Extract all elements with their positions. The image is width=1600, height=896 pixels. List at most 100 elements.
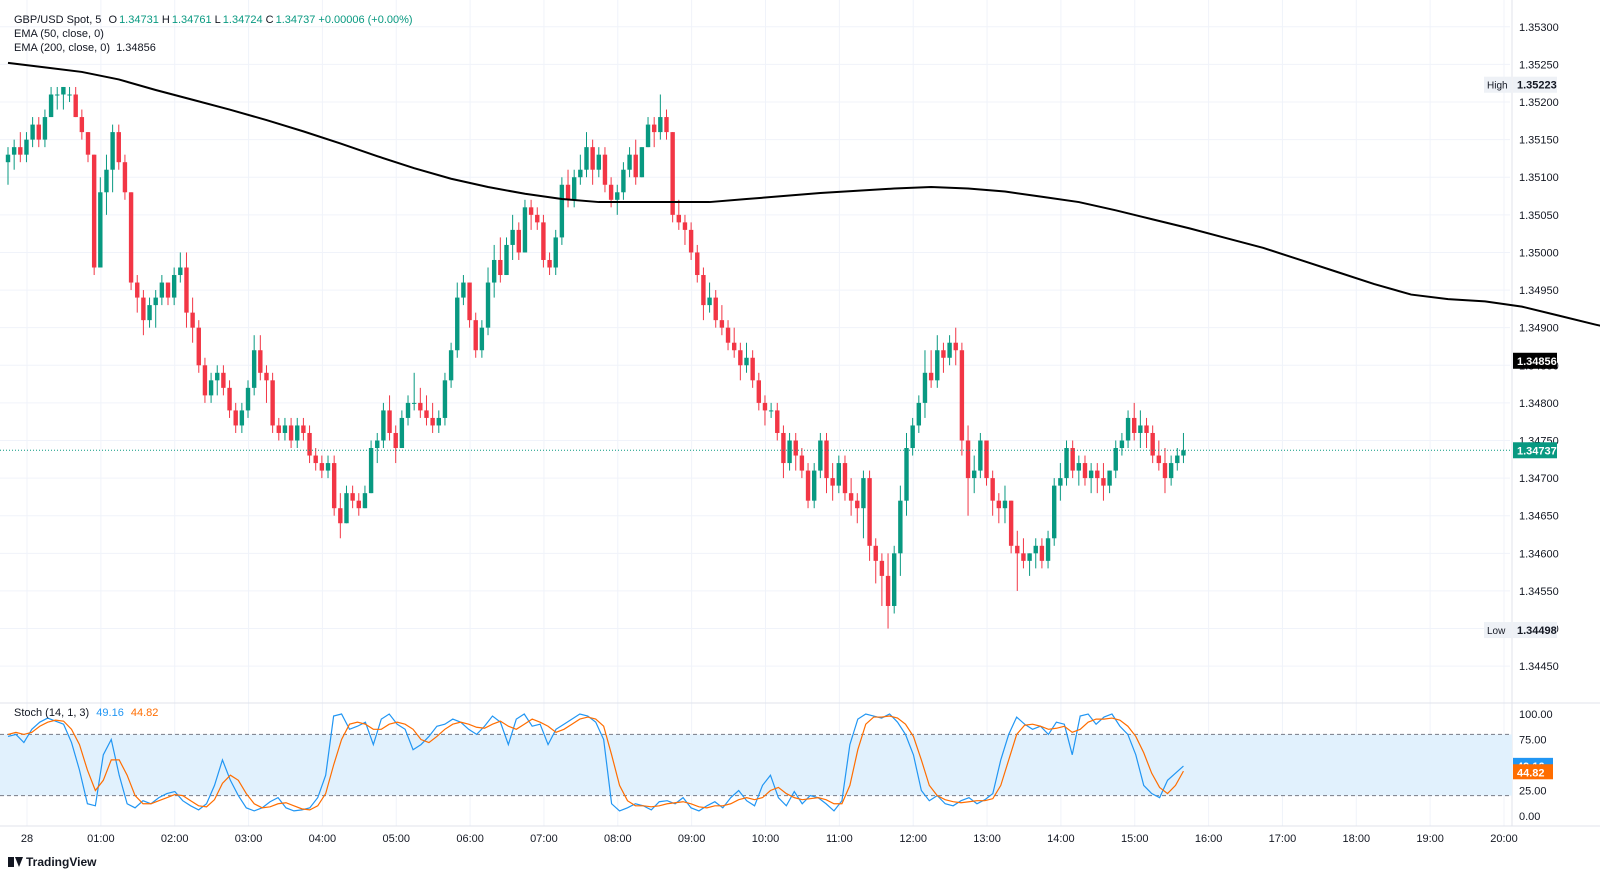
price-tick-label: 1.34900 — [1519, 323, 1559, 335]
candle-body — [861, 478, 866, 509]
candle-body — [375, 440, 380, 449]
candle-body — [725, 327, 731, 343]
candle-body — [1181, 450, 1186, 456]
time-tick-label: 20:00 — [1490, 833, 1518, 845]
ema200-price-label: 1.34856 — [1513, 352, 1557, 369]
candle-body — [947, 342, 952, 358]
candle-body — [972, 470, 977, 479]
stoch-tick-label: 100.00 — [1519, 709, 1553, 721]
stoch-band — [0, 734, 1512, 796]
price-tick-label: 1.34650 — [1519, 511, 1559, 523]
candle-body — [651, 124, 657, 133]
time-tick-label: 19:00 — [1416, 833, 1444, 845]
candle-body — [307, 432, 312, 456]
candle-body — [196, 327, 201, 366]
time-tick-label: 01:00 — [87, 833, 115, 845]
candle-body — [436, 417, 441, 426]
candle-body — [85, 132, 91, 155]
time-tick-label: 10:00 — [752, 833, 780, 845]
ema50-label: EMA (50, close, 0) — [14, 28, 104, 40]
tradingview-logo-text: TradingView — [26, 855, 97, 869]
candle-body — [227, 387, 232, 411]
candle-body — [935, 350, 940, 381]
change-value: +0.00006 (+0.00%) — [318, 14, 413, 26]
candle-body — [762, 402, 768, 411]
stoch-tick-label: 75.00 — [1519, 735, 1547, 747]
candle-body — [571, 177, 577, 200]
candle-body — [522, 207, 528, 253]
time-tick-label: 17:00 — [1269, 833, 1297, 845]
candle-body — [467, 282, 472, 321]
candle-body — [399, 417, 405, 449]
candle-body — [750, 357, 755, 381]
candle-body — [147, 305, 152, 321]
candle-body — [676, 214, 682, 223]
price-tick-label: 1.35150 — [1519, 135, 1559, 147]
candle-body — [744, 357, 749, 366]
candle-body — [910, 425, 915, 449]
candle-body — [73, 94, 78, 118]
candle-body — [1082, 463, 1088, 479]
candle-body — [805, 470, 811, 501]
stoch-k-line — [7, 713, 1184, 812]
price-tick-label: 1.34950 — [1519, 285, 1559, 297]
candle-body — [781, 432, 786, 464]
time-tick-label: 02:00 — [161, 833, 189, 845]
candle-body — [904, 448, 909, 501]
candle-body — [301, 425, 306, 433]
candle-body — [104, 169, 109, 193]
candle-body — [165, 282, 171, 298]
time-axis: 28 01:00 02:00 03:00 04:00 05:00 06:00 07:00 08:… — [21, 833, 1518, 845]
price-tick-label: 1.35000 — [1519, 247, 1559, 259]
ema200-label: EMA (200, close, 0) — [14, 42, 110, 54]
candle-body — [221, 372, 226, 388]
candle-body — [1058, 478, 1063, 486]
candle-body — [264, 372, 269, 381]
candle-body — [350, 493, 355, 501]
price-tick-label: 1.34800 — [1519, 398, 1559, 410]
open-key: O — [108, 14, 118, 26]
candle-body — [596, 154, 601, 170]
candle-body — [695, 252, 700, 276]
candle-body — [405, 402, 411, 418]
tradingview-logo[interactable]: TradingView — [8, 855, 96, 869]
candle-body — [141, 297, 146, 321]
candle-body — [879, 560, 885, 576]
stoch-tick-label: 0.00 — [1519, 811, 1540, 823]
candle-body — [682, 222, 688, 230]
candle-body — [639, 147, 645, 178]
candle-body — [707, 297, 712, 306]
candle-body — [978, 440, 983, 471]
candle-body — [1175, 455, 1180, 464]
stoch-tick-label: 25.00 — [1519, 786, 1547, 798]
candle-body — [325, 463, 331, 471]
candle-body — [61, 86, 66, 95]
candle-body — [202, 365, 208, 396]
candle-body — [658, 117, 663, 133]
candle-body — [984, 440, 989, 479]
candle-body — [11, 147, 17, 155]
candle-body — [775, 410, 780, 433]
price-label-tag-bg — [1484, 76, 1512, 93]
stoch-label: Stoch (14, 1, 3) — [14, 707, 90, 719]
price-tick-label: 1.34450 — [1519, 661, 1559, 673]
price-tick-label: 1.35050 — [1519, 210, 1559, 222]
candle-body — [818, 440, 823, 471]
candle-body — [1095, 470, 1100, 479]
candle-body — [42, 117, 48, 140]
ema200-value: 1.34856 — [116, 42, 156, 54]
high-value: 1.34761 — [171, 14, 212, 26]
time-tick-label: 11:00 — [826, 833, 853, 845]
legend-ema200-row: EMA (200, close, 0) 1.34856 — [14, 41, 156, 55]
time-tick-label: 18:00 — [1343, 833, 1371, 845]
time-tick-label: 16:00 — [1195, 833, 1223, 845]
time-tick-label: 08:00 — [604, 833, 632, 845]
candle-body — [928, 372, 934, 381]
candle-body — [116, 132, 121, 163]
close-value: 1.34737 — [275, 14, 316, 26]
candle-body — [1076, 463, 1082, 471]
time-tick-label: 14:00 — [1047, 833, 1075, 845]
candle-body — [535, 214, 540, 223]
low-value: 1.34724 — [222, 14, 263, 26]
